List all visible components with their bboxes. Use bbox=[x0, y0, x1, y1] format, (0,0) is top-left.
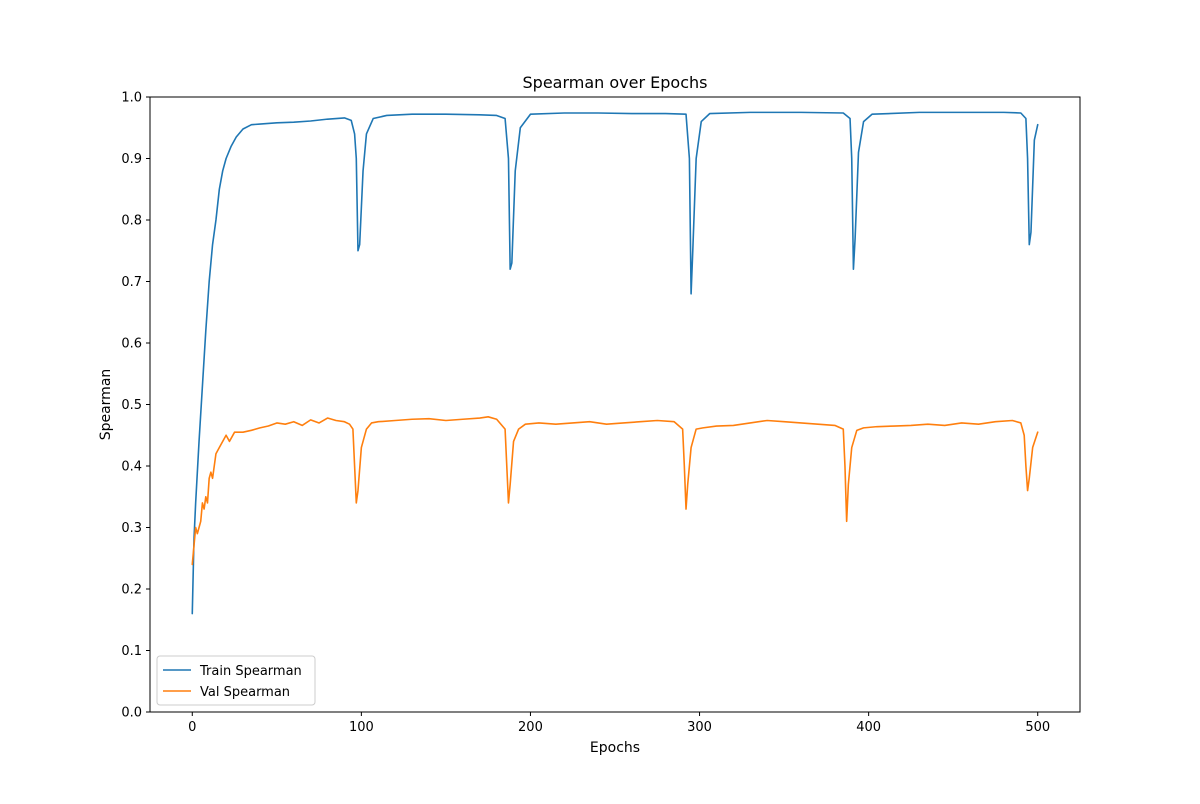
y-tick-label: 0.8 bbox=[121, 214, 142, 229]
x-tick-label: 500 bbox=[1025, 720, 1050, 735]
legend: Train Spearman Val Spearman bbox=[156, 655, 316, 706]
x-tick-label: 200 bbox=[518, 720, 543, 735]
y-tick-label: 0.1 bbox=[121, 644, 142, 659]
y-tick-label: 0.4 bbox=[121, 460, 142, 475]
legend-label: Train Spearman bbox=[199, 664, 302, 679]
chart-title: Spearman over Epochs bbox=[523, 73, 708, 92]
y-tick-label: 0.7 bbox=[121, 275, 142, 290]
series-line-val-spearman bbox=[191, 416, 1039, 566]
y-tick-label: 1.0 bbox=[121, 91, 142, 106]
series-line-train-spearman bbox=[191, 111, 1039, 615]
y-ticks: 0.0 0.1 0.2 0.3 0.4 0.5 0.6 0.7 0.8 0.9 1.0 bbox=[121, 91, 150, 721]
x-tick-label: 300 bbox=[687, 720, 712, 735]
y-tick-label: 0.0 bbox=[121, 706, 142, 721]
y-tick-label: 0.9 bbox=[121, 152, 142, 167]
legend-box bbox=[156, 655, 316, 706]
y-axis-label: Spearman bbox=[98, 369, 114, 441]
y-tick-label: 0.5 bbox=[121, 398, 142, 413]
legend-label: Val Spearman bbox=[200, 685, 290, 700]
y-tick-label: 0.2 bbox=[121, 583, 142, 598]
y-tick-label: 0.3 bbox=[121, 521, 142, 536]
x-tick-label: 100 bbox=[349, 720, 374, 735]
x-tick-label: 400 bbox=[856, 720, 881, 735]
series-layer bbox=[191, 111, 1039, 615]
y-tick-label: 0.6 bbox=[121, 337, 142, 352]
x-axis-label: Epochs bbox=[590, 740, 640, 756]
x-ticks: 0 100 200 300 400 500 bbox=[188, 712, 1050, 735]
x-tick-label: 0 bbox=[188, 720, 196, 735]
